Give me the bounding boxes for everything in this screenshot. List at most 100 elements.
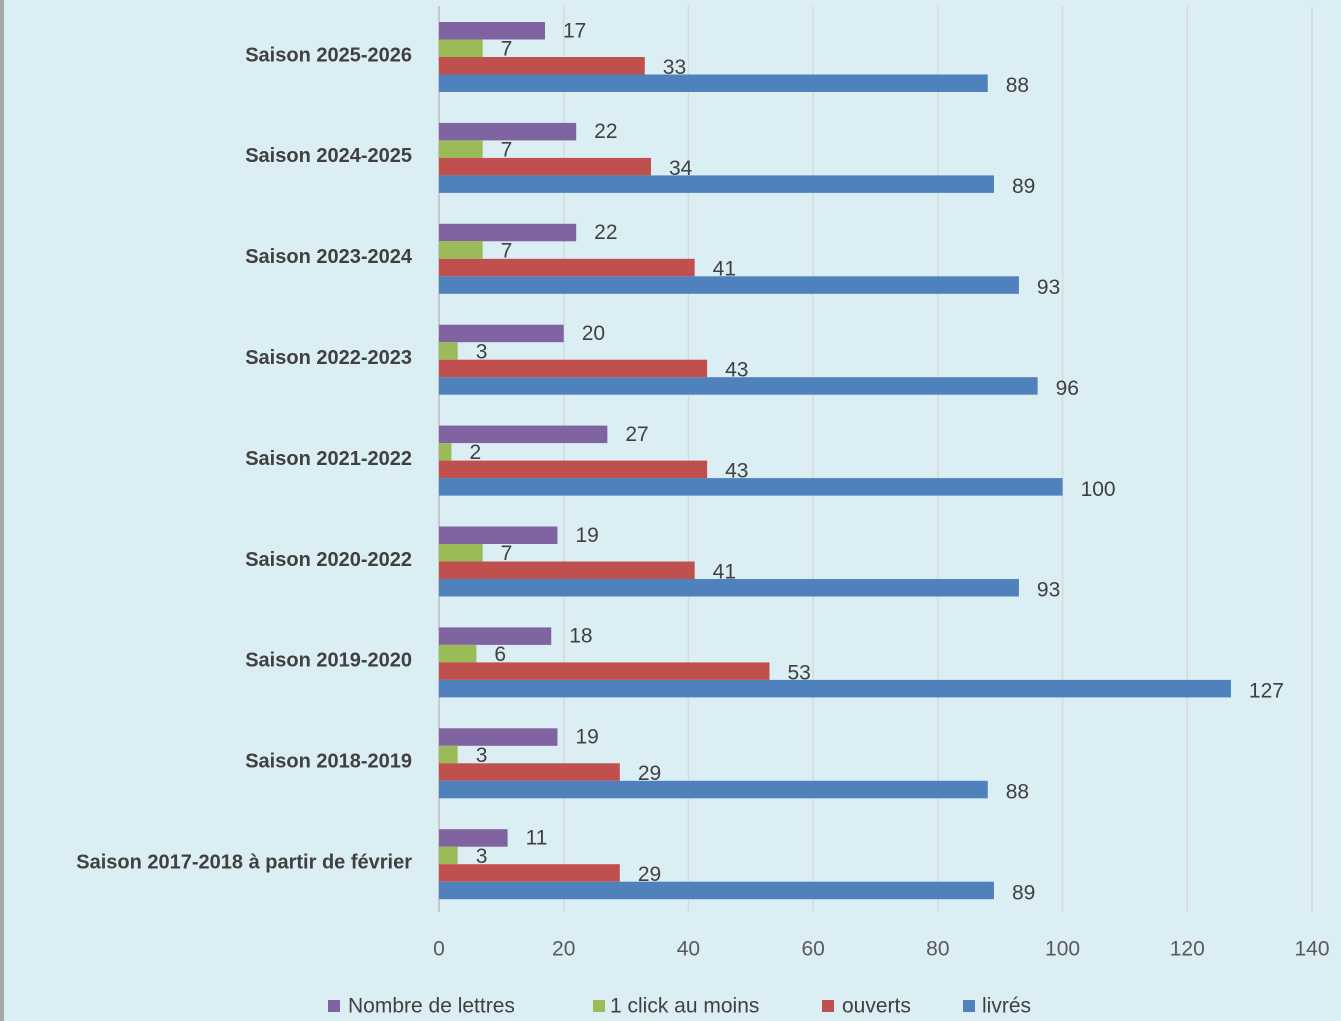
data-label: 6 — [494, 643, 506, 666]
bar — [439, 881, 994, 900]
data-label: 96 — [1056, 377, 1079, 400]
bar — [439, 425, 608, 444]
bar — [439, 377, 1038, 395]
data-label: 20 — [582, 322, 605, 345]
bar — [439, 561, 695, 579]
data-label: 53 — [787, 661, 810, 684]
data-label: 7 — [501, 239, 513, 262]
bar — [439, 223, 577, 242]
data-label: 2 — [469, 441, 481, 464]
x-tick-label: 140 — [1294, 938, 1329, 961]
bar — [439, 140, 483, 158]
x-tick-label: 100 — [1045, 938, 1080, 961]
category-label: Saison 2019-2020 — [245, 650, 412, 672]
data-label: 89 — [1012, 175, 1035, 198]
category-label: Saison 2022-2023 — [245, 347, 412, 369]
bar — [439, 258, 695, 277]
data-label: 7 — [501, 38, 513, 61]
legend-label: 1 click au moins — [610, 995, 759, 1018]
x-tick-label: 120 — [1170, 938, 1205, 961]
legend-swatch — [593, 1000, 605, 1012]
bar — [439, 478, 1063, 496]
data-label: 100 — [1081, 478, 1116, 501]
data-label: 27 — [625, 423, 648, 446]
data-label: 41 — [713, 258, 736, 281]
bar — [439, 443, 452, 461]
bar — [439, 39, 483, 57]
data-label: 34 — [669, 157, 693, 180]
category-label: Saison 2023-2024 — [245, 246, 413, 268]
data-label: 41 — [713, 560, 736, 583]
x-tick-label: 80 — [926, 938, 949, 961]
bar — [439, 829, 508, 847]
data-label: 29 — [638, 762, 661, 785]
bar — [439, 679, 1231, 698]
data-label: 18 — [569, 625, 592, 648]
data-label: 3 — [476, 340, 488, 363]
x-tick-label: 20 — [552, 938, 575, 961]
bar — [439, 460, 708, 479]
x-tick-label: 60 — [801, 938, 824, 961]
bar — [439, 324, 564, 343]
category-label: Saison 2021-2022 — [245, 448, 412, 470]
data-label: 22 — [594, 221, 617, 244]
data-label: 43 — [725, 359, 748, 382]
data-label: 93 — [1037, 276, 1060, 299]
x-tick-label: 0 — [433, 938, 445, 961]
data-label: 88 — [1006, 74, 1029, 97]
data-label: 3 — [476, 845, 488, 868]
data-label: 11 — [526, 826, 548, 849]
x-tick-label: 40 — [677, 938, 700, 961]
bar — [439, 627, 552, 645]
bar — [439, 846, 458, 865]
bar — [439, 276, 1019, 294]
bar — [439, 763, 620, 781]
bar — [439, 57, 645, 75]
data-label: 43 — [725, 459, 748, 482]
category-label: Saison 2017-2018 à partir de février — [76, 851, 412, 873]
data-label: 33 — [663, 56, 686, 79]
data-label: 3 — [476, 744, 488, 767]
legend-swatch — [328, 1000, 340, 1012]
data-label: 93 — [1037, 579, 1060, 602]
data-label: 19 — [575, 524, 598, 547]
bar — [439, 745, 458, 764]
legend-label: Nombre de lettres — [348, 995, 515, 1018]
bar — [439, 728, 558, 746]
legend-label: ouverts — [842, 995, 911, 1018]
category-label: Saison 2025-2026 — [245, 44, 412, 66]
bar — [439, 74, 988, 92]
bar — [439, 579, 1019, 597]
bar — [439, 175, 994, 193]
data-label: 127 — [1249, 680, 1284, 703]
bar — [439, 864, 620, 882]
legend-label: livrés — [982, 995, 1031, 1018]
data-label: 7 — [501, 542, 513, 565]
data-label: 29 — [638, 863, 661, 886]
bar — [439, 644, 477, 663]
category-label: Saison 2024-2025 — [245, 145, 412, 167]
bar — [439, 359, 708, 378]
legend-swatch — [822, 1000, 834, 1012]
bar — [439, 662, 770, 680]
left-edge — [0, 0, 4, 1021]
category-label: Saison 2020-2022 — [245, 549, 412, 571]
data-label: 22 — [594, 120, 617, 143]
bar — [439, 122, 577, 141]
bar — [439, 544, 483, 562]
data-label: 17 — [563, 19, 586, 42]
bar — [439, 241, 483, 259]
bar — [439, 526, 558, 544]
legend-swatch — [963, 1000, 975, 1012]
bar — [439, 157, 652, 176]
bar — [439, 780, 988, 799]
data-label: 19 — [575, 726, 598, 749]
data-label: 88 — [1006, 780, 1029, 803]
data-label: 7 — [501, 138, 513, 161]
bar — [439, 342, 458, 360]
bar — [439, 22, 546, 40]
data-label: 89 — [1012, 881, 1035, 904]
category-label: Saison 2018-2019 — [245, 751, 412, 773]
